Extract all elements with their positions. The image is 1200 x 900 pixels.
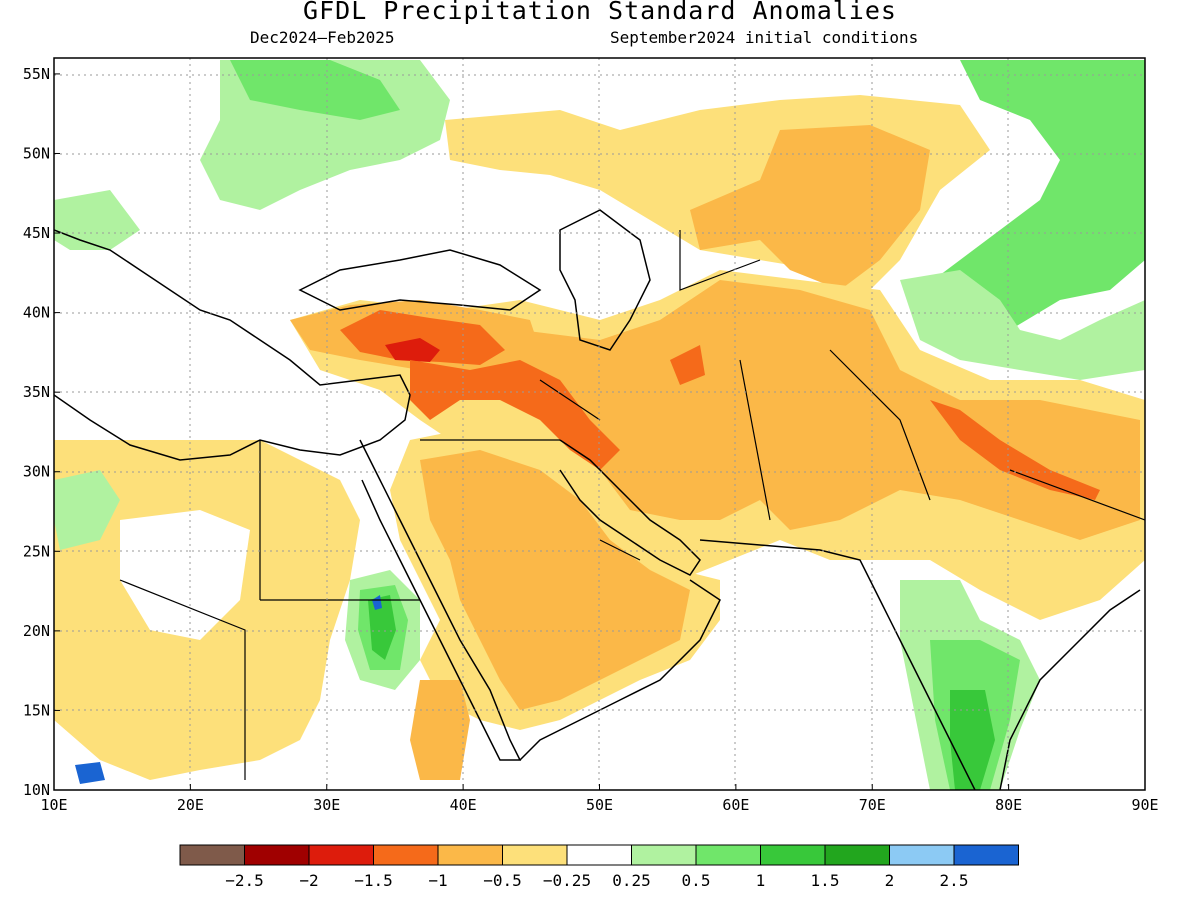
region-india-south-strong-wet [950,690,995,790]
colorbar: −2.5 −2 −1.5 −1 −0.5 −0.25 0.25 0.5 1 1.5 2 2.5 [179,844,1019,890]
colorbar-swatch [695,844,761,866]
colorbar-label: 2.5 [940,871,969,890]
colorbar-swatch [308,844,374,866]
colorbar-label: −0.25 [543,871,591,890]
colorbar-swatch [824,844,890,866]
colorbar-swatch [502,844,568,866]
lon-tick-label: 50E [586,796,613,814]
region-kazakhstan-dry-core [690,125,930,290]
colorbar-label: 1.5 [811,871,840,890]
forecast-period: Dec2024–Feb2025 [250,28,395,47]
colorbar-label: −1.5 [354,871,393,890]
colorbar-label: −2 [299,871,318,890]
region-siberia-light-wet [900,270,1145,380]
lat-tick-label: 40N [23,304,50,322]
colorbar-label: −1 [428,871,447,890]
colorbar-swatch [437,844,503,866]
region-iran-afghan-dry-core [520,280,1140,540]
anomaly-shading [54,60,1145,790]
region-central-europe-wet-core [230,60,400,120]
lat-tick-label: 45N [23,224,50,242]
lon-tick-label: 10E [40,796,67,814]
colorbar-swatch [953,844,1019,866]
region-turkey-strong-dry [385,338,440,362]
colorbar-swatch [244,844,310,866]
colorbar-swatch [179,844,245,866]
colorbar-label: 1 [756,871,766,890]
lat-tick-label: 10N [23,781,50,799]
coastline-caspian [559,209,651,351]
region-turkey-core-dry [340,310,505,365]
lat-tick-label: 30N [23,463,50,481]
region-siberia-wet [920,60,1145,340]
lat-tick-label: 25N [23,542,50,560]
lat-tick-label: 35N [23,383,50,401]
region-mesopotamia-dry [410,360,620,470]
colorbar-swatch [760,844,826,866]
colorbar-swatch [889,844,955,866]
colorbar-label: 0.25 [612,871,651,890]
gridlines [54,58,1145,790]
region-sudan-strong-wet [368,595,396,660]
colorbar-swatch [373,844,439,866]
lon-tick-label: 60E [722,796,749,814]
coastline-arabian-sea [519,539,976,790]
map-title: GFDL Precipitation Standard Anomalies [303,0,897,25]
coastline-black-sea [298,249,542,311]
longitude-ticks: 10E 20E 30E 40E 50E 60E 70E 80E 90E [40,784,1159,814]
region-yemen-dry [410,680,470,780]
lon-tick-label: 30E [313,796,340,814]
lat-tick-label: 50N [23,144,50,162]
colorbar-label: −0.5 [483,871,522,890]
lat-tick-label: 15N [23,701,50,719]
region-himalaya-dry [930,400,1100,500]
lon-tick-label: 20E [177,796,204,814]
lon-tick-label: 80E [995,796,1022,814]
initial-conditions: September2024 initial conditions [610,28,919,47]
region-north-africa-white [120,510,250,640]
colorbar-label: 2 [885,871,895,890]
region-iran-spot-dry [670,345,705,385]
lon-tick-label: 90E [1131,796,1158,814]
region-arabia-dry-core [420,450,690,710]
lon-tick-label: 70E [859,796,886,814]
colorbar-label: −2.5 [225,871,264,890]
region-libya-wet [54,470,120,550]
region-sudan-blue [372,595,382,610]
lon-tick-label: 40E [450,796,477,814]
colorbar-swatch [631,844,697,866]
region-balkan-wet [54,190,140,250]
coastline-mediterranean [54,229,411,461]
coastline-persian-gulf [559,439,701,576]
latitude-ticks: 10N 15N 20N 25N 30N 35N 40N 45N 50N 55N [23,65,60,799]
region-chad-wet [75,762,105,784]
lat-tick-label: 55N [23,65,50,83]
colorbar-swatch [566,844,632,866]
border-lines [119,230,1145,780]
lat-tick-label: 20N [23,622,50,640]
colorbar-label: 0.5 [682,871,711,890]
